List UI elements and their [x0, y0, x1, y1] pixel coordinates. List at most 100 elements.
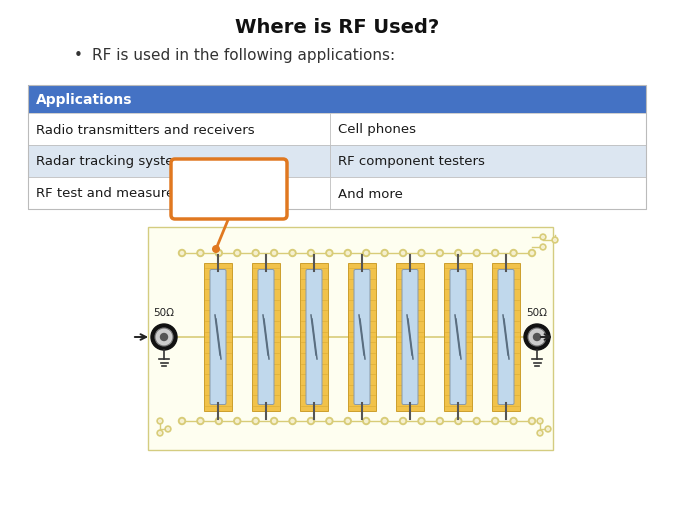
Text: Radar tracking systems: Radar tracking systems: [36, 155, 193, 168]
Circle shape: [457, 420, 460, 423]
Circle shape: [166, 428, 169, 430]
Circle shape: [530, 252, 534, 255]
Text: RF test and measurement equipment: RF test and measurement equipment: [36, 187, 286, 200]
Circle shape: [365, 252, 368, 255]
Circle shape: [179, 418, 185, 425]
Circle shape: [254, 252, 257, 255]
Circle shape: [157, 418, 163, 424]
Circle shape: [381, 418, 388, 425]
Text: Applications: Applications: [36, 93, 133, 107]
Circle shape: [493, 252, 497, 255]
FancyBboxPatch shape: [444, 264, 472, 411]
Circle shape: [540, 234, 546, 240]
Circle shape: [252, 250, 259, 257]
Circle shape: [545, 426, 551, 432]
Circle shape: [512, 420, 515, 423]
Circle shape: [309, 420, 313, 423]
Circle shape: [436, 418, 443, 425]
FancyBboxPatch shape: [306, 270, 322, 405]
Circle shape: [524, 324, 550, 350]
Text: •: •: [73, 48, 82, 63]
Circle shape: [307, 418, 315, 425]
Circle shape: [165, 426, 171, 432]
Circle shape: [540, 244, 546, 250]
FancyBboxPatch shape: [204, 264, 232, 411]
Circle shape: [542, 246, 545, 249]
Circle shape: [553, 239, 556, 242]
FancyBboxPatch shape: [28, 178, 330, 210]
Circle shape: [383, 252, 386, 255]
Circle shape: [346, 420, 349, 423]
FancyBboxPatch shape: [171, 160, 287, 220]
Circle shape: [537, 418, 543, 424]
Circle shape: [402, 420, 404, 423]
FancyBboxPatch shape: [354, 270, 370, 405]
Circle shape: [420, 252, 423, 255]
Circle shape: [215, 418, 222, 425]
Circle shape: [199, 420, 202, 423]
Circle shape: [181, 420, 183, 423]
Circle shape: [212, 245, 220, 254]
FancyBboxPatch shape: [252, 264, 280, 411]
Text: RF component testers: RF component testers: [338, 155, 485, 168]
Circle shape: [344, 418, 351, 425]
FancyBboxPatch shape: [498, 270, 514, 405]
Circle shape: [510, 250, 517, 257]
Circle shape: [491, 250, 499, 257]
Circle shape: [158, 420, 161, 423]
Circle shape: [270, 250, 278, 257]
Circle shape: [151, 324, 177, 350]
Circle shape: [217, 420, 220, 423]
FancyBboxPatch shape: [210, 270, 226, 405]
Circle shape: [365, 420, 368, 423]
Circle shape: [402, 252, 404, 255]
Circle shape: [475, 252, 479, 255]
Circle shape: [438, 420, 441, 423]
Circle shape: [272, 252, 276, 255]
FancyBboxPatch shape: [396, 264, 424, 411]
Circle shape: [400, 418, 406, 425]
Circle shape: [381, 250, 388, 257]
Circle shape: [383, 420, 386, 423]
Circle shape: [537, 430, 543, 436]
Circle shape: [270, 418, 278, 425]
FancyBboxPatch shape: [28, 86, 646, 114]
FancyBboxPatch shape: [28, 146, 330, 178]
Circle shape: [307, 250, 315, 257]
Text: Cell phones: Cell phones: [338, 123, 416, 136]
Circle shape: [326, 418, 333, 425]
Circle shape: [473, 418, 481, 425]
Circle shape: [363, 418, 370, 425]
Circle shape: [252, 418, 259, 425]
Circle shape: [438, 252, 441, 255]
Circle shape: [530, 420, 534, 423]
Circle shape: [344, 250, 351, 257]
Circle shape: [234, 418, 241, 425]
Circle shape: [473, 250, 481, 257]
Circle shape: [157, 430, 163, 436]
Circle shape: [455, 250, 462, 257]
Circle shape: [160, 334, 168, 341]
Circle shape: [328, 252, 331, 255]
Circle shape: [539, 420, 541, 423]
Text: 50Ω: 50Ω: [154, 308, 175, 317]
Circle shape: [528, 418, 536, 425]
Circle shape: [493, 420, 497, 423]
Circle shape: [547, 428, 549, 430]
Circle shape: [199, 252, 202, 255]
Circle shape: [215, 250, 222, 257]
Text: Where is RF Used?: Where is RF Used?: [235, 18, 439, 37]
Circle shape: [272, 420, 276, 423]
Circle shape: [236, 420, 239, 423]
FancyBboxPatch shape: [330, 114, 646, 146]
Circle shape: [179, 250, 185, 257]
Circle shape: [326, 250, 333, 257]
Circle shape: [418, 250, 425, 257]
Circle shape: [289, 418, 296, 425]
Circle shape: [155, 328, 173, 346]
Text: Radio transmitters and receivers: Radio transmitters and receivers: [36, 123, 255, 136]
Text: 50Ω: 50Ω: [526, 308, 547, 317]
Circle shape: [236, 252, 239, 255]
Circle shape: [197, 418, 204, 425]
Circle shape: [291, 420, 294, 423]
